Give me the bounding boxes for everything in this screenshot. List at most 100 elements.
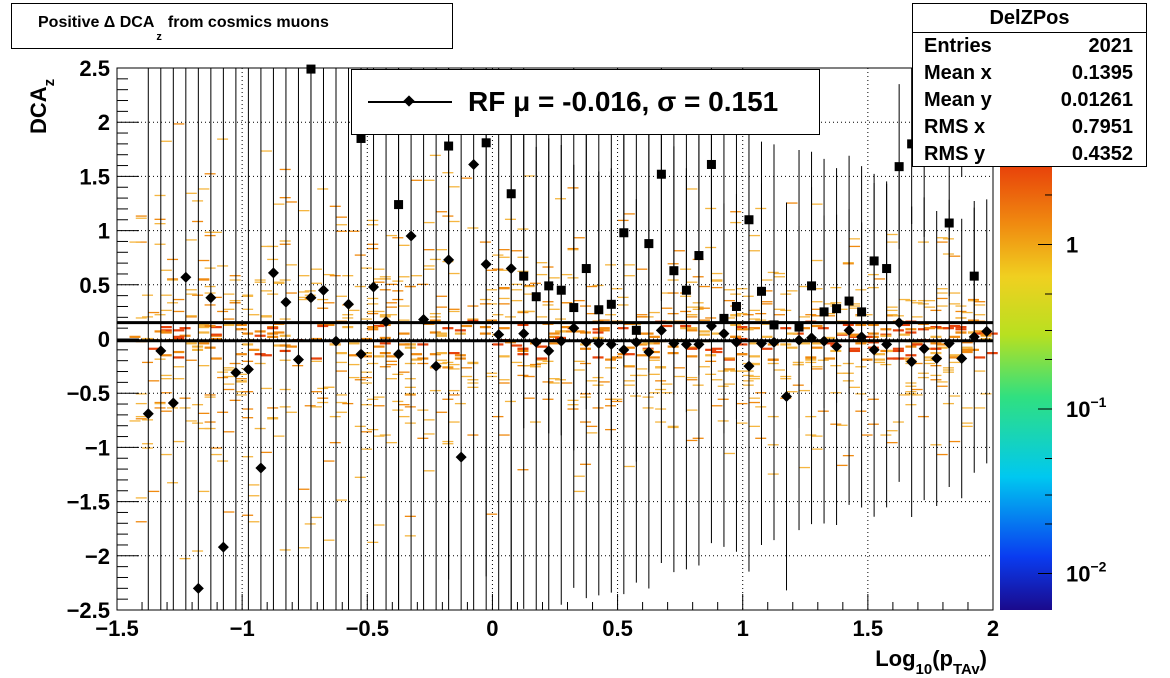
chart-title-subscript: z (156, 31, 162, 43)
histogram-bin (198, 259, 210, 262)
histogram-bin (748, 342, 760, 345)
histogram-bin (154, 358, 166, 360)
histogram-bin (680, 295, 692, 297)
histogram-bin (329, 275, 341, 277)
histogram-bin (423, 249, 435, 251)
histogram-bin (448, 394, 460, 396)
histogram-bin (223, 367, 235, 369)
histogram-bin (667, 425, 679, 428)
histogram-bin (817, 410, 829, 412)
histogram-bin (805, 415, 817, 418)
histogram-bin (273, 282, 285, 284)
data-point-diamond (142, 408, 154, 420)
histogram-bin (342, 275, 354, 277)
histogram-bin (924, 356, 936, 359)
histogram-bin (748, 425, 760, 428)
data-point-diamond (693, 338, 705, 350)
histogram-bin (748, 309, 760, 312)
histogram-bin (379, 289, 391, 291)
data-point-square (619, 228, 629, 238)
histogram-bin (492, 415, 504, 418)
histogram-bin (698, 285, 710, 288)
histogram-bin (723, 299, 735, 302)
histogram-bin (680, 327, 692, 330)
histogram-bin (867, 341, 879, 344)
histogram-bin (498, 379, 510, 381)
histogram-bin (930, 444, 942, 446)
histogram-bin (617, 296, 629, 299)
histogram-bin (486, 372, 498, 374)
data-point-diamond (781, 390, 793, 402)
histogram-bin (849, 245, 861, 248)
histogram-bin (448, 308, 460, 310)
histogram-bin (148, 311, 160, 314)
histogram-bin (886, 241, 898, 243)
histogram-bin (517, 347, 529, 350)
x-axis-label-part: ) (980, 646, 987, 671)
histogram-bin (429, 353, 441, 356)
histogram-bin (611, 288, 623, 290)
histogram-bin (267, 327, 279, 330)
histogram-bin (267, 417, 279, 419)
histogram-bin (905, 331, 917, 334)
data-point-diamond (705, 320, 717, 332)
histogram-bin (767, 444, 779, 446)
data-point-square (731, 301, 741, 311)
histogram-bin (780, 293, 792, 295)
histogram-bin (748, 363, 760, 366)
histogram-bin (811, 368, 823, 370)
histogram-bin (717, 385, 729, 387)
histogram-bin (523, 310, 535, 313)
histogram-bin (755, 406, 767, 408)
histogram-bin (173, 123, 185, 125)
histogram-bin (686, 347, 698, 350)
histogram-bin (742, 370, 754, 372)
histogram-bin (911, 388, 923, 391)
histogram-bin (336, 230, 347, 232)
stats-row-rms-y: RMS y 0.4352 (913, 141, 1146, 168)
histogram-bin (698, 366, 710, 368)
histogram-bin (298, 547, 310, 549)
histogram-bin (279, 344, 291, 347)
histogram-bin (398, 305, 410, 307)
histogram-bin (223, 388, 235, 391)
histogram-bin (417, 283, 429, 286)
data-point-diamond (355, 348, 367, 360)
histogram-bin (504, 400, 516, 403)
colorbar-tick-base: 1 (1066, 232, 1078, 257)
histogram-bin (436, 352, 448, 355)
histogram-bin (379, 366, 391, 368)
data-point-diamond (743, 360, 755, 372)
histogram-bin (273, 331, 285, 334)
histogram-bin (285, 345, 297, 348)
histogram-bin (886, 441, 898, 444)
y-tick-label: 0.5 (79, 273, 110, 298)
stats-value: 0.4352 (1071, 143, 1133, 165)
histogram-bin (129, 420, 141, 422)
histogram-bin (567, 187, 579, 189)
histogram-bin (423, 179, 435, 181)
histogram-bin (442, 215, 454, 217)
histogram-bin (567, 399, 579, 402)
data-point-diamond (868, 344, 880, 356)
histogram-bin (580, 305, 592, 307)
histogram-bin (811, 342, 823, 345)
histogram-bin (886, 309, 898, 312)
histogram-bin (254, 427, 266, 430)
histogram-bin (974, 407, 986, 409)
histogram-bin (648, 342, 660, 345)
histogram-bin (824, 315, 836, 317)
histogram-bin (949, 292, 961, 294)
histogram-bin (686, 379, 698, 381)
histogram-bin (748, 362, 760, 365)
histogram-bin (723, 357, 735, 360)
histogram-bin (279, 349, 291, 353)
y-tick-label: 2.5 (79, 56, 110, 81)
histogram-bin (511, 361, 523, 364)
data-point-diamond (468, 158, 480, 170)
histogram-bin (736, 353, 748, 356)
histogram-bin (461, 177, 473, 179)
histogram-bin (667, 312, 679, 315)
histogram-bin (479, 298, 491, 301)
histogram-bin (192, 294, 204, 296)
